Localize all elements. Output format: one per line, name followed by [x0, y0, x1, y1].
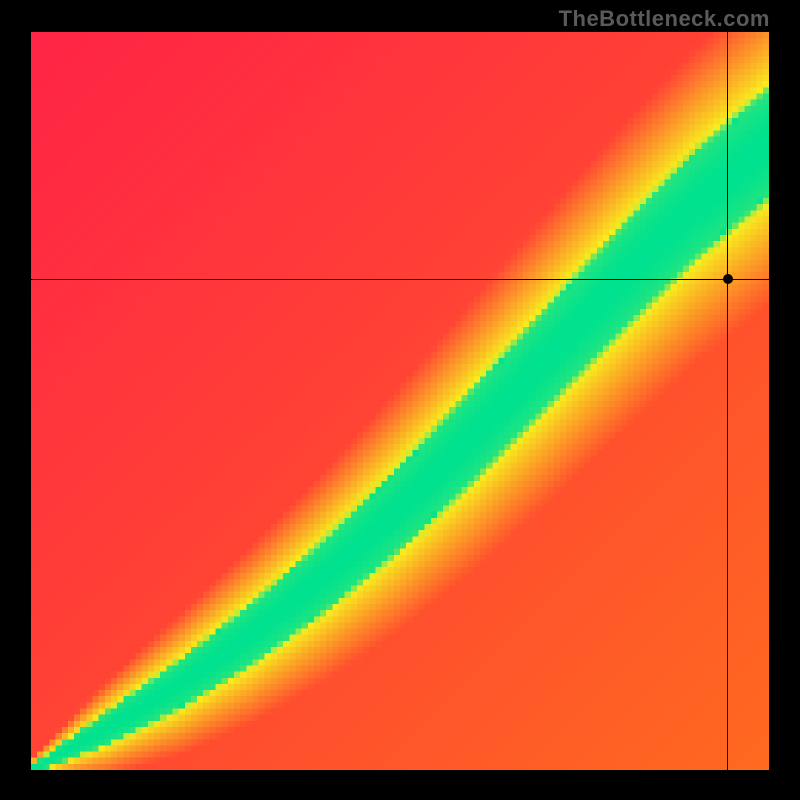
watermark-text: TheBottleneck.com: [559, 6, 770, 32]
crosshair-marker: [723, 274, 733, 284]
crosshair-vertical: [727, 32, 728, 770]
chart-container: { "watermark": { "text": "TheBottleneck.…: [0, 0, 800, 800]
heatmap-plot: [31, 32, 769, 770]
heatmap-canvas: [31, 32, 769, 770]
crosshair-horizontal: [31, 279, 769, 280]
